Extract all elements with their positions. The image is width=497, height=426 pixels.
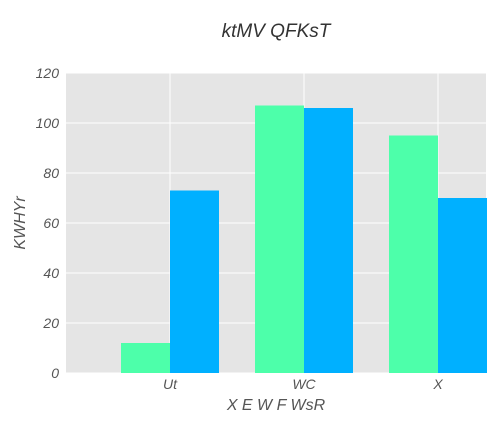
y-axis-label: KWHYr <box>12 196 29 250</box>
bar-series-1-ut <box>121 343 170 373</box>
y-axis-ticks: 0 20 40 60 80 100 120 <box>36 65 60 381</box>
chart-title: ktMV QFKsT <box>222 21 332 42</box>
x-axis-label: X E W F WsR <box>226 397 326 414</box>
x-tick-label: Ut <box>163 376 178 392</box>
y-tick-label: 40 <box>43 265 59 281</box>
x-tick-label: X <box>432 376 443 392</box>
bar-series-2-x <box>438 198 487 373</box>
y-tick-label: 0 <box>51 365 59 381</box>
bar-series-2-wc <box>304 108 353 373</box>
bar-series-1-x <box>389 135 438 373</box>
y-tick-label: 60 <box>43 215 59 231</box>
x-tick-label: WC <box>292 376 316 392</box>
y-tick-label: 80 <box>43 165 59 181</box>
bar-series-1-wc <box>255 105 304 373</box>
x-axis-ticks: Ut WC X <box>163 376 443 392</box>
bars <box>121 105 487 373</box>
y-tick-label: 100 <box>36 115 60 131</box>
y-tick-label: 20 <box>42 315 59 331</box>
bar-series-2-ut <box>170 190 219 373</box>
y-tick-label: 120 <box>36 65 60 81</box>
